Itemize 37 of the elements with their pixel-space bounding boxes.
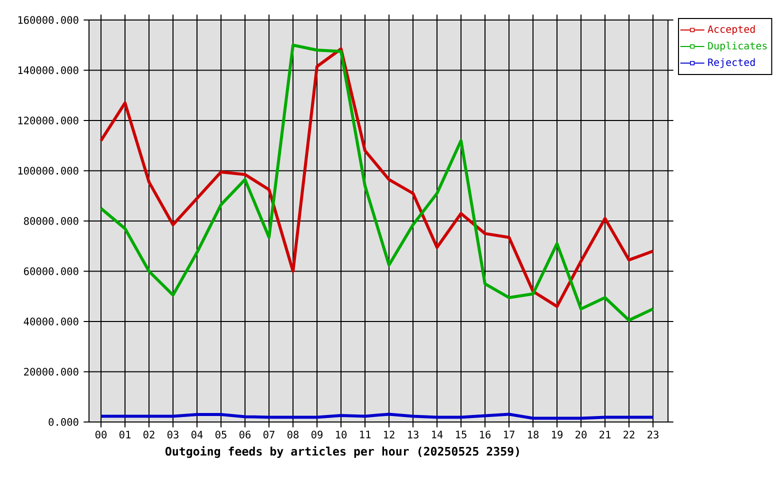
- x-tick-label: 15: [456, 430, 466, 438]
- x-tick-label: 16: [480, 430, 491, 438]
- x-tick-label: 03: [167, 430, 178, 438]
- x-tick-label: 17: [504, 430, 514, 438]
- legend-label: Duplicates: [708, 42, 767, 52]
- y-tick-label: 0.000: [48, 418, 78, 426]
- y-tick-label: 140000.000: [18, 66, 78, 74]
- x-tick-label: 11: [360, 430, 370, 438]
- x-tick-label: 04: [191, 430, 203, 438]
- y-tick-label: 20000.000: [24, 368, 78, 376]
- x-tick-label: 23: [648, 430, 658, 438]
- legend-label: Accepted: [708, 25, 755, 35]
- y-tick-label: 60000.000: [24, 267, 78, 276]
- x-tick-label: 05: [215, 430, 226, 438]
- x-axis-title: Outgoing feeds by articles per hour (20250525 2359): [165, 446, 519, 458]
- x-tick-label: 09: [311, 430, 322, 438]
- x-tick-label: 21: [600, 430, 610, 438]
- x-tick-label: 12: [384, 430, 394, 438]
- y-tick-label: 120000.000: [18, 116, 78, 124]
- x-tick-label: 10: [336, 430, 347, 438]
- x-tick-label: 20: [576, 430, 587, 438]
- x-tick-label: 06: [239, 430, 251, 438]
- x-tick-label: 08: [287, 430, 299, 438]
- x-tick-label: 19: [552, 430, 562, 438]
- x-tick-label: 22: [624, 430, 634, 438]
- y-tick-label: 40000.000: [24, 318, 78, 326]
- legend-label: Rejected: [708, 58, 755, 68]
- x-tick-label: 01: [119, 430, 130, 438]
- x-tick-label: 13: [408, 430, 418, 438]
- y-tick-label: 160000.000: [18, 16, 78, 24]
- x-tick-label: 14: [432, 430, 443, 438]
- y-tick-label: 100000.000: [18, 166, 78, 175]
- x-tick-label: 02: [143, 430, 154, 438]
- x-tick-label: 00: [95, 430, 107, 438]
- y-tick-label: 80000.000: [24, 217, 78, 225]
- x-tick-label: 18: [528, 430, 539, 438]
- x-tick-label: 07: [263, 430, 274, 438]
